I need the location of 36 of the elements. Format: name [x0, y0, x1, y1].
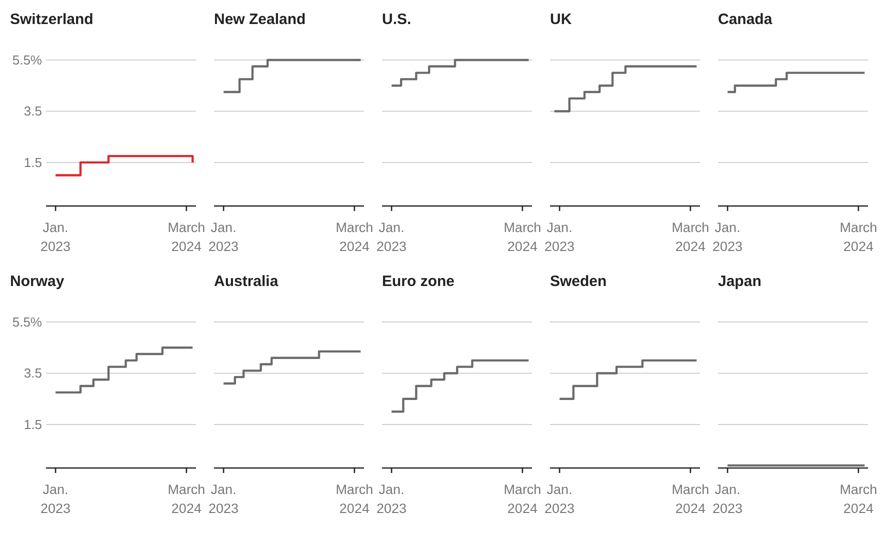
x-tick-label: March 2024 — [672, 482, 710, 516]
chart-title: Switzerland — [10, 11, 94, 28]
x-tick-label: Jan. 2023 — [544, 482, 575, 516]
chart-title: Canada — [718, 11, 773, 28]
x-tick-label: Jan. 2023 — [40, 482, 71, 516]
chart-title: U.S. — [382, 11, 412, 28]
y-tick-label: 5.5% — [12, 52, 42, 68]
x-tick-label: Jan. 2023 — [544, 220, 575, 254]
y-tick-label: 1.5 — [24, 416, 42, 432]
x-tick-label: March 2024 — [672, 220, 710, 254]
x-tick-label: Jan. 2023 — [376, 482, 407, 516]
x-tick-label: Jan. 2023 — [712, 220, 743, 254]
x-tick-label: March 2024 — [168, 482, 206, 516]
x-tick-label: Jan. 2023 — [712, 482, 743, 516]
chart-title: New Zealand — [214, 11, 306, 28]
x-tick-label: Jan. 2023 — [376, 220, 407, 254]
x-tick-label: March 2024 — [336, 482, 374, 516]
x-tick-label: Jan. 2023 — [208, 482, 239, 516]
chart-title: Australia — [214, 273, 279, 290]
y-tick-label: 5.5% — [12, 314, 42, 330]
x-tick-label: Jan. 2023 — [208, 220, 239, 254]
x-tick-label: March 2024 — [504, 482, 542, 516]
chart-title: Sweden — [550, 273, 607, 290]
chart-title: Japan — [718, 273, 762, 290]
chart-title: UK — [550, 11, 572, 28]
x-tick-label: March 2024 — [840, 220, 878, 254]
x-tick-label: Jan. 2023 — [40, 220, 71, 254]
y-tick-label: 3.5 — [24, 104, 42, 119]
chart-title: Euro zone — [382, 273, 455, 290]
y-tick-label: 3.5 — [24, 366, 42, 381]
x-tick-label: March 2024 — [336, 220, 374, 254]
x-tick-label: March 2024 — [504, 220, 542, 254]
chart-title: Norway — [10, 273, 65, 290]
x-tick-label: March 2024 — [168, 220, 206, 254]
x-tick-label: March 2024 — [840, 482, 878, 516]
y-tick-label: 1.5 — [24, 154, 42, 170]
